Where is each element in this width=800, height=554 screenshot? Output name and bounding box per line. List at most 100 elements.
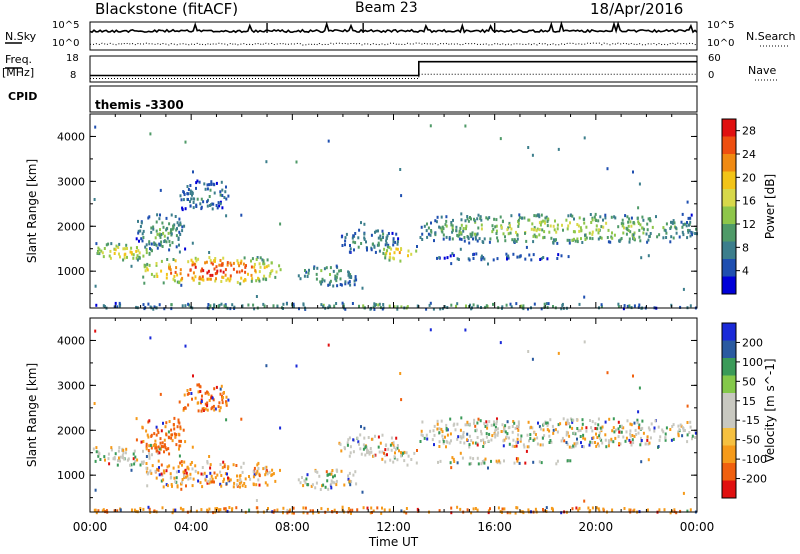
power-echo <box>145 243 148 247</box>
velocity-echo <box>268 470 271 474</box>
power-echo <box>451 228 454 232</box>
power-echo <box>494 225 497 229</box>
velocity-echo <box>481 460 484 464</box>
power-scatter-point <box>361 286 364 290</box>
velocity-echo <box>506 420 509 424</box>
velocity-echo <box>608 441 610 445</box>
velocity-scatter-point <box>527 350 530 353</box>
power-echo <box>173 274 176 278</box>
power-echo <box>180 198 183 202</box>
velocity-echo <box>642 431 645 435</box>
power-echo <box>571 214 574 218</box>
power-echo <box>478 237 481 241</box>
power-echo <box>335 264 338 268</box>
power-echo <box>178 281 181 285</box>
power-echo <box>516 237 519 241</box>
power-echo <box>552 224 555 228</box>
power-echo <box>272 304 275 308</box>
velocity-scatter-point <box>184 344 187 348</box>
power-echo <box>670 220 672 224</box>
power-echo <box>179 223 182 227</box>
power-echo <box>554 219 556 223</box>
power-echo <box>263 304 266 308</box>
velocity-echo <box>498 459 501 463</box>
power-echo <box>377 229 379 233</box>
power-echo <box>165 227 168 231</box>
power-echo <box>187 302 190 306</box>
power-echo <box>451 226 454 230</box>
power-echo <box>569 213 572 217</box>
colorbar-tick-label: 15 <box>742 395 756 408</box>
power-echo <box>459 226 462 230</box>
velocity-echo <box>604 438 607 442</box>
velocity-echo <box>495 422 498 426</box>
power-echo <box>292 302 295 306</box>
velocity-echo <box>563 439 566 443</box>
velocity-echo <box>582 445 585 449</box>
velocity-echo <box>358 442 360 446</box>
power-echo <box>381 307 384 311</box>
velocity-echo <box>243 482 246 485</box>
power-echo <box>647 238 650 242</box>
power-colorbar-swatch <box>722 276 736 294</box>
velocity-echo <box>185 475 187 479</box>
velocity-echo <box>575 442 578 446</box>
power-echo <box>552 241 555 245</box>
velocity-echo <box>530 425 533 429</box>
power-echo <box>521 216 524 220</box>
power-echo <box>626 215 629 219</box>
power-echo <box>162 225 165 229</box>
velocity-echo <box>199 390 202 393</box>
power-colorbar-swatch <box>722 119 736 137</box>
power-echo <box>122 247 125 251</box>
velocity-echo <box>622 426 625 430</box>
velocity-echo <box>462 435 465 439</box>
velocity-echo <box>679 423 682 427</box>
noise-tick-low-right: 10^0 <box>707 38 735 49</box>
velocity-echo <box>637 426 640 429</box>
power-echo <box>589 236 592 240</box>
velocity-echo <box>362 443 365 447</box>
power-echo <box>142 254 145 258</box>
velocity-echo <box>466 432 469 436</box>
power-echo <box>224 305 227 309</box>
power-echo <box>195 181 198 185</box>
power-echo <box>350 275 353 279</box>
power-echo <box>591 216 594 220</box>
power-echo <box>159 235 162 239</box>
power-echo <box>566 227 569 231</box>
power-echo <box>600 225 603 229</box>
velocity-echo <box>197 479 200 483</box>
power-echo <box>194 256 197 260</box>
velocity-echo <box>163 443 166 447</box>
power-echo <box>155 262 158 265</box>
power-echo <box>196 179 199 183</box>
velocity-colorbar-swatch <box>722 480 736 498</box>
power-echo <box>137 229 140 233</box>
velocity-echo <box>654 419 657 423</box>
power-echo <box>567 214 570 218</box>
velocity-colorbar-swatch <box>722 445 736 463</box>
power-echo <box>540 257 543 261</box>
power-echo <box>170 213 173 217</box>
power-echo <box>136 254 139 258</box>
velocity-echo <box>393 455 396 459</box>
velocity-echo <box>127 457 130 461</box>
velocity-echo <box>605 445 608 449</box>
power-echo <box>156 246 159 250</box>
velocity-echo <box>107 452 110 456</box>
velocity-echo <box>194 396 197 400</box>
power-echo <box>137 231 140 235</box>
velocity-colorbar-swatch <box>722 340 736 358</box>
power-echo <box>629 220 632 224</box>
velocity-echo <box>514 426 517 430</box>
power-echo <box>445 235 448 239</box>
velocity-echo <box>613 430 616 434</box>
power-echo <box>177 238 180 241</box>
power-echo <box>172 224 175 228</box>
power-echo <box>556 257 559 260</box>
power-echo <box>148 240 151 244</box>
power-echo <box>118 252 120 256</box>
power-echo <box>358 228 361 232</box>
power-echo <box>286 302 288 306</box>
